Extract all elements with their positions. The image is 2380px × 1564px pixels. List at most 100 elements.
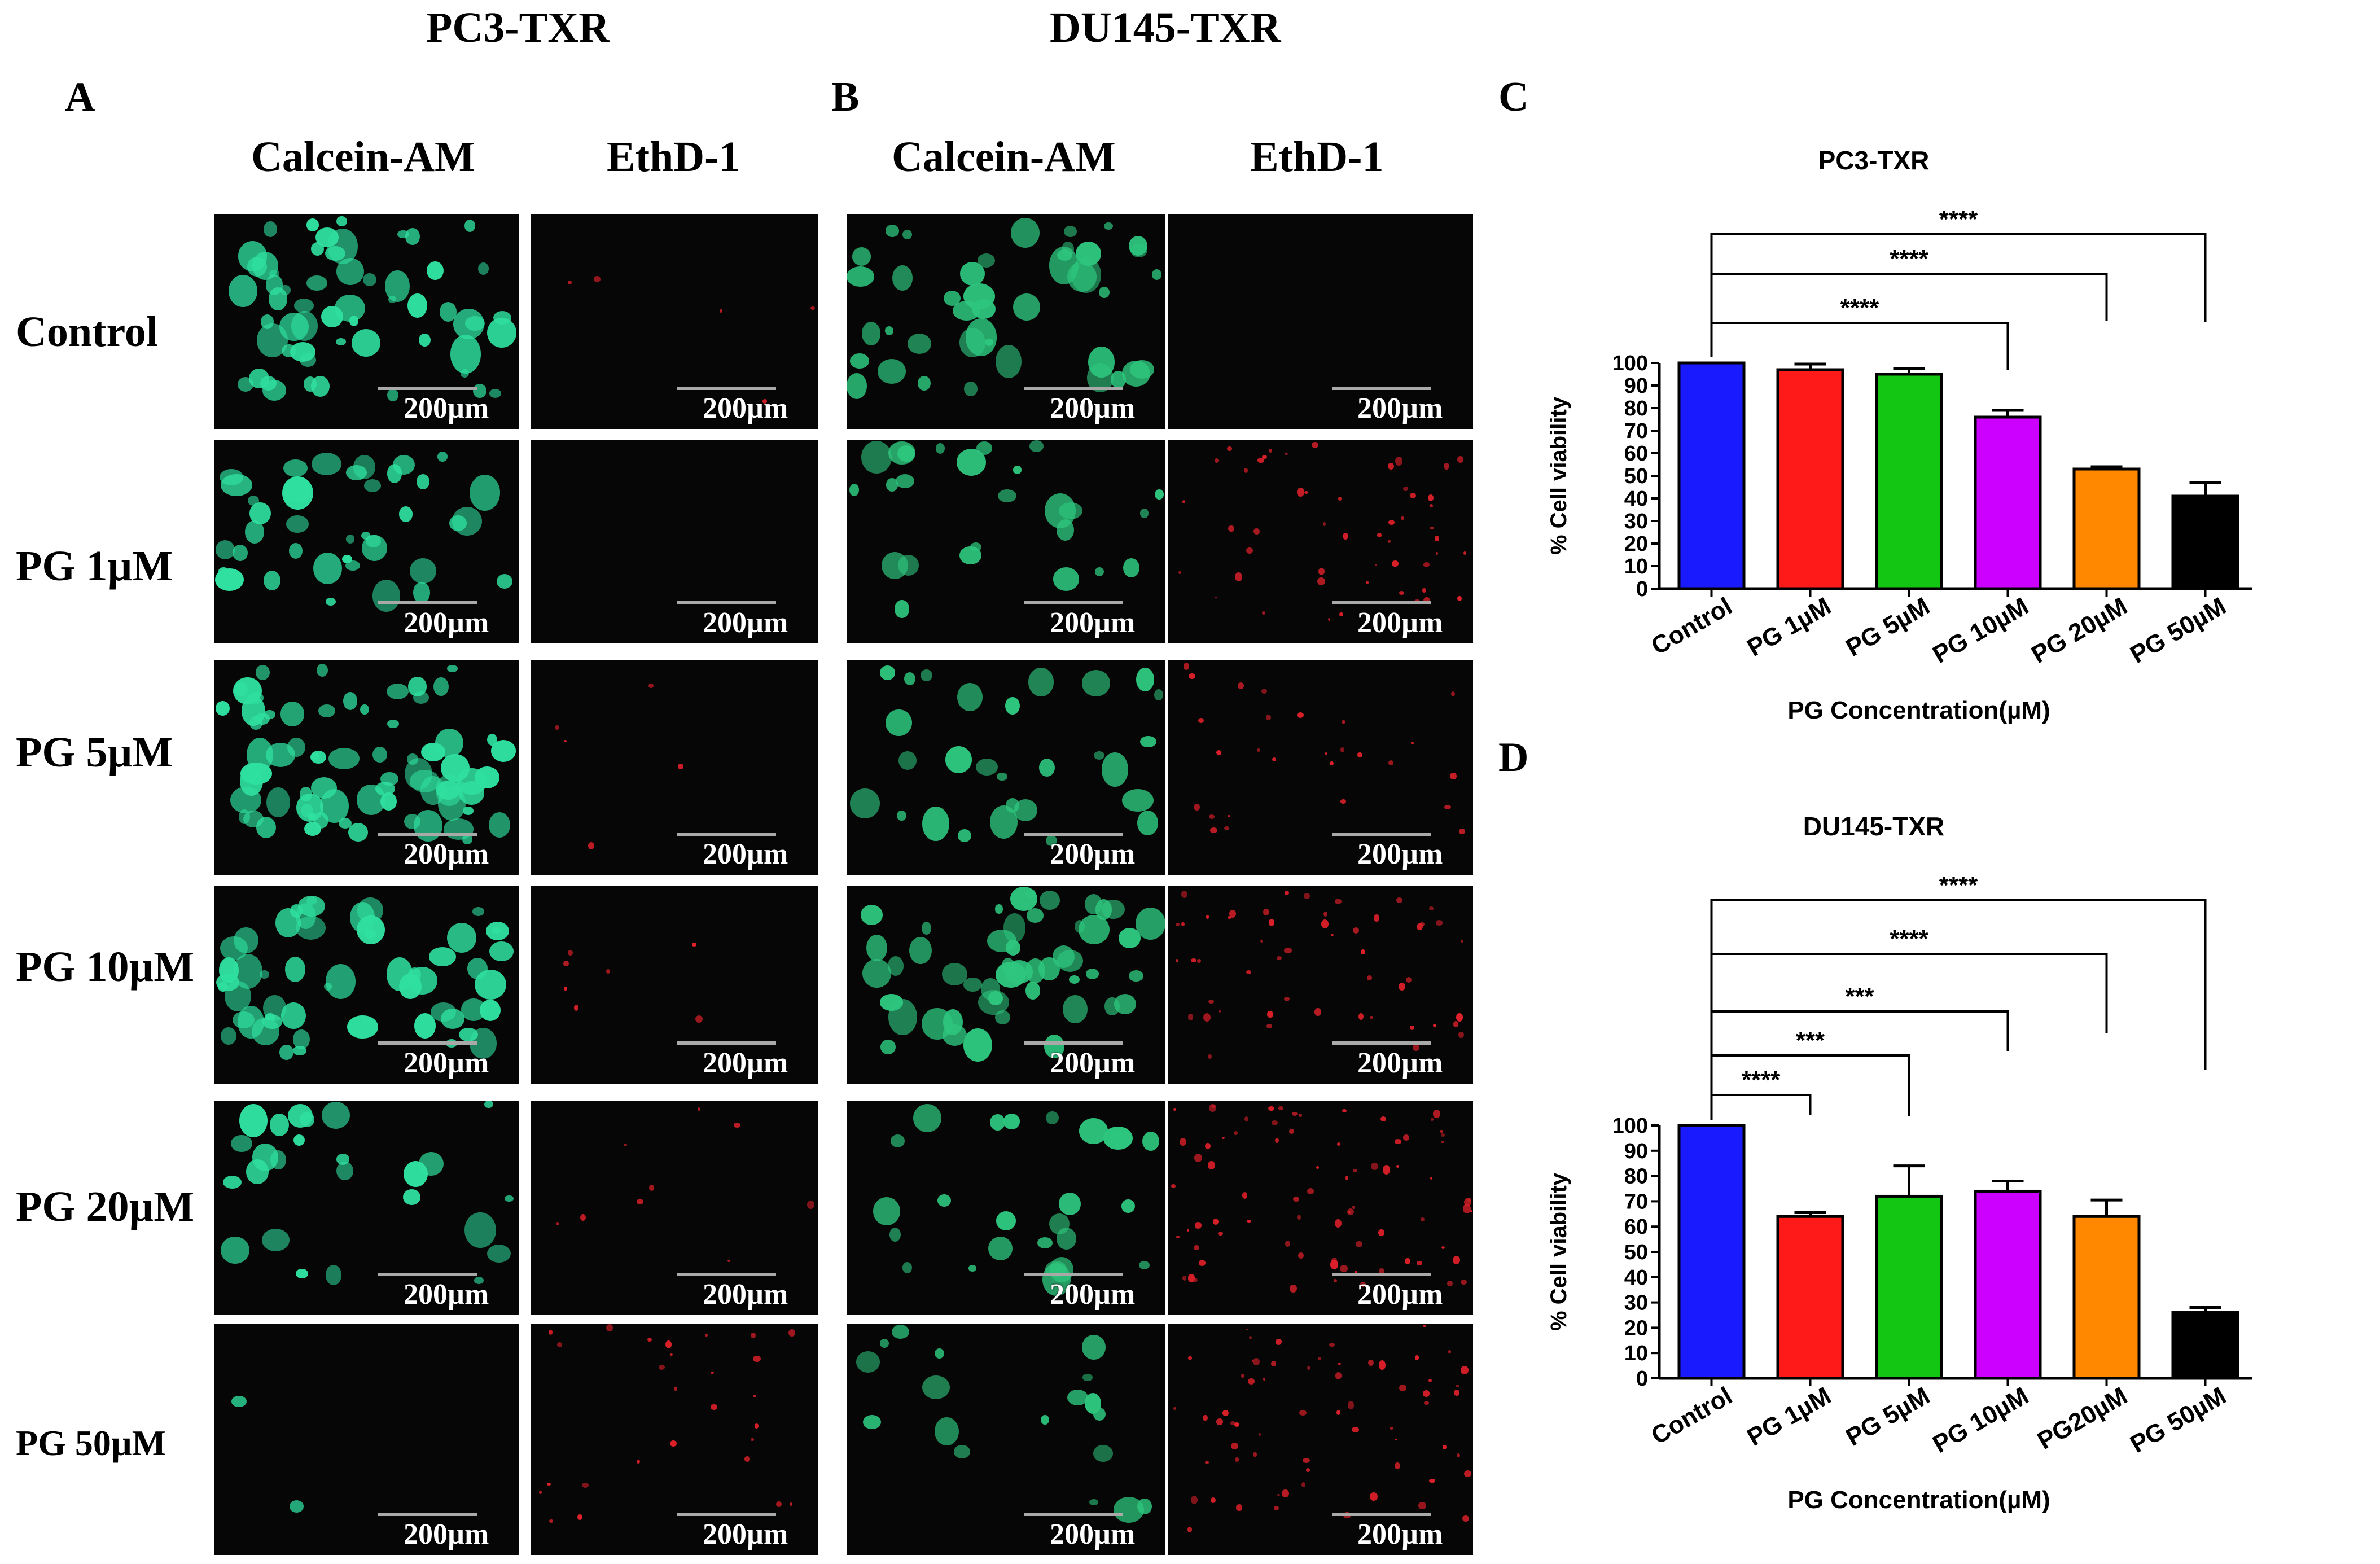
- bar-2: [1875, 373, 1943, 590]
- cell-spot: [884, 326, 894, 335]
- micrograph-du145-calcein-row-5: 200µm: [847, 1324, 1165, 1555]
- cell-spot: [880, 1039, 896, 1055]
- micrograph-pc3-calcein-row-5: 200µm: [214, 1324, 519, 1555]
- cell-spot: [229, 274, 258, 308]
- cell-spot: [1336, 1142, 1341, 1146]
- scale-bar: [677, 1273, 776, 1276]
- x-tick-label: PG 50µM: [2125, 592, 2230, 669]
- cell-spot: [1388, 462, 1394, 470]
- cell-spot: [1354, 1271, 1358, 1274]
- cell-spot: [1316, 1166, 1319, 1169]
- cell-spot: [1432, 1110, 1441, 1118]
- cell-spot: [1457, 1453, 1460, 1458]
- cell-spot: [580, 1213, 586, 1221]
- cell-spot: [998, 489, 1017, 503]
- cell-spot: [402, 1189, 421, 1205]
- cell-spot: [1234, 1457, 1239, 1462]
- cell-spot: [1053, 567, 1080, 591]
- cell-spot: [563, 961, 569, 966]
- cell-spot: [1263, 1378, 1266, 1381]
- cell-spot: [300, 353, 317, 367]
- cell-spot: [861, 322, 880, 345]
- cell-spot: [945, 746, 972, 773]
- cell-spot: [290, 1500, 304, 1513]
- x-tick-label: PG 1µM: [1742, 592, 1835, 662]
- cell-spot: [1003, 1114, 1020, 1129]
- cell-spot: [1175, 958, 1178, 963]
- cell-spot: [863, 1414, 881, 1429]
- cell-spot: [1208, 1103, 1216, 1112]
- row-label-pg20: PG 20µM: [16, 1183, 195, 1230]
- cell-spot: [1382, 1165, 1391, 1175]
- cell-spot: [582, 1482, 589, 1488]
- cell-spot: [1444, 804, 1451, 810]
- cell-spot: [1273, 1505, 1279, 1511]
- cell-spot: [310, 750, 327, 764]
- cell-spot: [890, 1134, 905, 1147]
- cell-spot: [1104, 997, 1120, 1015]
- cell-spot: [1433, 1024, 1437, 1028]
- cell-spot: [744, 1456, 750, 1462]
- cell-spot: [1062, 995, 1088, 1023]
- y-tick-label: 70: [1624, 419, 1648, 443]
- scale-bar: [1332, 833, 1431, 836]
- cell-spot: [968, 1264, 977, 1272]
- cell-spot: [296, 1268, 308, 1279]
- cell-spot: [941, 963, 968, 985]
- cell-spot: [895, 474, 914, 488]
- cell-spot: [1297, 712, 1304, 718]
- cell-spot: [862, 958, 891, 988]
- cell-spot: [695, 1015, 703, 1023]
- cell-spot: [1329, 1342, 1335, 1347]
- cell-spot: [462, 806, 474, 816]
- cell-spot: [1206, 915, 1209, 919]
- cell-spot: [1245, 1328, 1248, 1331]
- cell-spot: [1356, 1241, 1362, 1248]
- panel-letter-d: D: [1498, 734, 1529, 781]
- cell-spot: [1025, 889, 1036, 899]
- cell-spot: [1414, 1355, 1419, 1360]
- cell-spot: [549, 1519, 554, 1523]
- cell-spot: [1064, 225, 1077, 237]
- cell-spot: [847, 266, 875, 287]
- cell-spot: [895, 599, 909, 619]
- cell-spot: [1299, 1114, 1302, 1117]
- cell-spot: [1450, 691, 1455, 697]
- cell-spot: [1268, 919, 1275, 926]
- cell-spot: [1029, 440, 1044, 452]
- cell-spot: [1246, 970, 1252, 975]
- cell-spot: [860, 905, 883, 925]
- scale-bar: [677, 601, 776, 604]
- cell-spot: [886, 478, 898, 492]
- cell-spot: [220, 936, 248, 961]
- cell-spot: [416, 474, 430, 490]
- cell-spot: [1194, 1222, 1202, 1229]
- cell-spot: [897, 811, 906, 821]
- cell-spot: [548, 1329, 553, 1335]
- cell-spot: [1470, 1210, 1473, 1212]
- cell-spot: [247, 496, 259, 506]
- cell-spot: [1460, 1280, 1467, 1285]
- cell-spot: [1367, 1359, 1374, 1366]
- cell-spot: [1285, 1241, 1290, 1247]
- cell-spot: [215, 700, 230, 716]
- cell-spot: [1463, 1203, 1471, 1214]
- cell-spot: [1252, 1357, 1260, 1366]
- cell-spot: [1334, 898, 1342, 905]
- scale-bar: [378, 1041, 477, 1045]
- cell-spot: [866, 935, 887, 961]
- cell-spot: [1242, 1192, 1248, 1199]
- cell-spot: [879, 665, 896, 680]
- scale-bar-label: 200µm: [1357, 838, 1443, 870]
- cell-spot: [1380, 1116, 1387, 1122]
- cell-spot: [245, 520, 264, 544]
- cell-spot: [1082, 1335, 1106, 1360]
- cell-spot: [907, 334, 931, 354]
- cell-spot: [387, 684, 409, 700]
- cell-spot: [317, 663, 328, 677]
- cell-spot: [303, 376, 317, 392]
- cell-spot: [1179, 1137, 1187, 1146]
- scale-bar-label: 200µm: [703, 1278, 788, 1311]
- cell-spot: [1183, 663, 1190, 670]
- cell-spot: [1453, 1021, 1459, 1028]
